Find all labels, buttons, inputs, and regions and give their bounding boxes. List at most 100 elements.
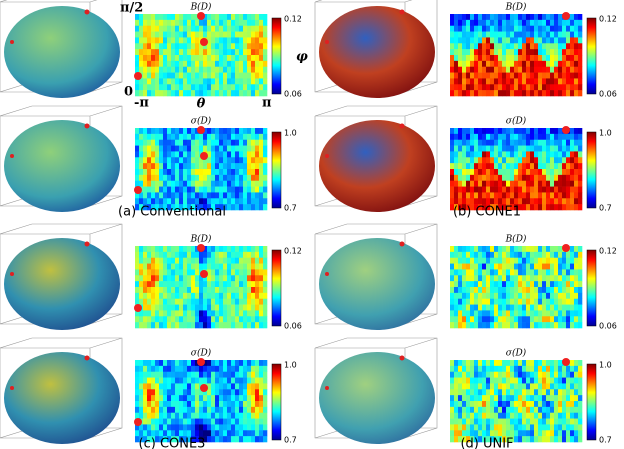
heatmap-cell <box>570 275 575 282</box>
heatmap-cell <box>171 401 176 408</box>
heatmap-cell <box>247 406 252 414</box>
heatmap-cell <box>139 406 144 414</box>
sphere <box>4 120 120 212</box>
heatmap-cell <box>562 198 567 205</box>
heatmap-cell <box>259 186 264 193</box>
heatmap-cell <box>247 269 252 276</box>
heatmap-cell <box>538 406 543 414</box>
heatmap-cell <box>263 395 268 402</box>
heatmap-cell <box>207 174 212 182</box>
heatmap-cell <box>171 430 176 437</box>
heatmap-cell <box>522 72 527 79</box>
heatmap-cell <box>231 43 236 50</box>
heatmap-cell <box>502 418 507 425</box>
heatmap-cell <box>578 251 583 259</box>
heatmap-cell <box>498 395 503 402</box>
heatmap-cell <box>207 133 212 141</box>
colorbar-max: 0.12 <box>599 247 617 256</box>
heatmap-cell <box>215 163 220 170</box>
heatmap-cell <box>235 395 240 402</box>
heatmap-cell <box>207 204 212 211</box>
heatmap-cell <box>542 133 547 141</box>
heatmap-cell <box>462 60 467 68</box>
heatmap-cell <box>502 316 507 323</box>
heatmap-cell <box>259 198 264 205</box>
heatmap-cell <box>191 60 196 68</box>
heatmap-cell <box>159 180 164 187</box>
heatmap-cell <box>542 395 547 402</box>
heatmap-cell <box>207 395 212 402</box>
heatmap-cell <box>147 174 152 182</box>
heatmap-cell <box>534 418 539 425</box>
heatmap-cell <box>171 371 176 378</box>
heatmap-cell <box>195 412 200 419</box>
heatmap-cell <box>490 316 495 323</box>
heatmap-cell <box>558 139 563 146</box>
heatmap-cell <box>167 180 172 187</box>
heatmap-cell <box>163 412 168 419</box>
heatmap-cell <box>454 269 459 276</box>
heatmap-cell <box>159 412 164 419</box>
heatmap-cell <box>534 322 539 329</box>
heatmap-cell <box>458 430 463 437</box>
heatmap-cell <box>179 257 184 264</box>
heatmap-cell <box>530 169 535 176</box>
heatmap-cell <box>538 257 543 264</box>
heatmap-cell <box>243 180 248 187</box>
heatmap-cell <box>151 55 156 62</box>
heatmap-cell <box>486 322 491 329</box>
heatmap-cell <box>175 84 180 91</box>
heatmap-cell <box>534 78 539 85</box>
heatmap-cell <box>570 304 575 311</box>
heatmap-cell <box>167 37 172 44</box>
heatmap-cell <box>570 19 575 27</box>
colorbar <box>586 249 597 327</box>
heatmap-cell <box>163 198 168 205</box>
heatmap-cell <box>530 251 535 259</box>
heatmap-cell <box>450 60 455 68</box>
heatmap-cell <box>574 19 579 27</box>
heatmap-cell <box>255 60 260 68</box>
heatmap-cell <box>215 192 220 199</box>
heatmap-cell <box>526 204 531 211</box>
heatmap-cell <box>263 186 268 193</box>
heatmap-cell <box>163 204 168 211</box>
heatmap-cell <box>526 371 531 378</box>
heatmap-cell <box>195 418 200 425</box>
heatmap-cell <box>159 251 164 259</box>
heatmap-cell <box>239 49 244 56</box>
heatmap-cell <box>139 412 144 419</box>
heatmap-cell <box>175 377 180 384</box>
heatmap-cell <box>227 133 232 141</box>
heatmap-cell <box>518 204 523 211</box>
heatmap-cell <box>243 304 248 311</box>
heatmap-cell <box>470 287 475 294</box>
heatmap-cell <box>199 251 204 259</box>
heatmap-cell <box>538 287 543 294</box>
heatmap-cell <box>450 424 455 431</box>
heatmap-cell <box>203 163 208 170</box>
heatmap-cell <box>574 55 579 62</box>
heatmap-cell <box>474 145 479 152</box>
heatmap-cell <box>255 251 260 259</box>
heatmap-cell <box>578 192 583 199</box>
heatmap-cell <box>510 192 515 199</box>
heatmap-cell <box>494 246 499 253</box>
heatmap-cell <box>578 281 583 288</box>
heatmap-cell <box>203 145 208 152</box>
heatmap-cell <box>486 174 491 182</box>
heatmap-cell <box>247 163 252 170</box>
heatmap-cell <box>470 371 475 378</box>
heatmap-cell <box>187 90 192 97</box>
heatmap-cell <box>227 251 232 259</box>
heatmap-cell <box>191 365 196 373</box>
heatmap-cell <box>231 139 236 146</box>
heatmap-cell <box>191 395 196 402</box>
heatmap-cell <box>167 31 172 38</box>
heatmap-cell <box>514 78 519 85</box>
heatmap-cell <box>470 263 475 270</box>
heatmap-cell <box>466 436 471 443</box>
heatmap-cell <box>207 25 212 32</box>
heatmap-cell <box>183 275 188 282</box>
heatmap-cell <box>478 257 483 264</box>
